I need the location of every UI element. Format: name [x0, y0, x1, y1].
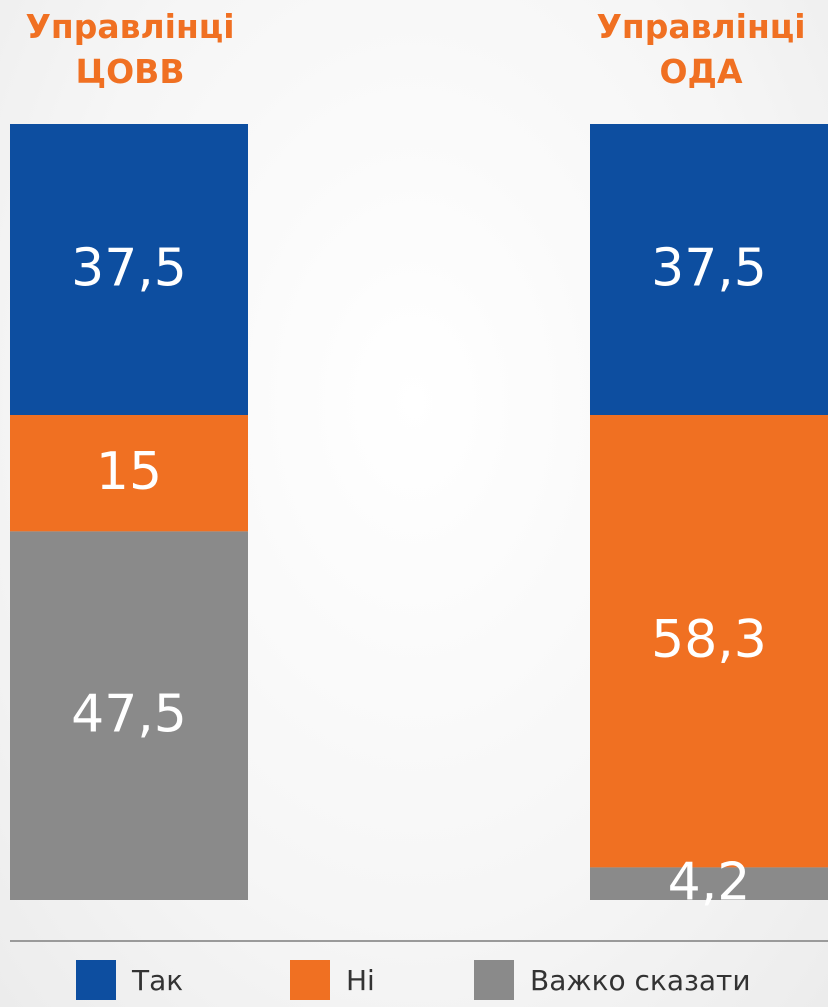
category-title-tsovv: Управлінці ЦОВВ: [0, 4, 260, 94]
legend-label-yes: Так: [132, 963, 184, 997]
data-label-oda-hard-to-say: 4,2: [668, 853, 751, 913]
bar-segment-tsovv-no: [10, 415, 248, 532]
legend-divider: [10, 940, 828, 942]
legend-item-yes: Так: [76, 960, 183, 1000]
category-title-line: ЦОВВ: [75, 52, 185, 91]
legend-swatch-yes: [76, 960, 116, 1000]
data-label-tsovv-no: 15: [96, 442, 162, 502]
legend-swatch-no: [290, 960, 330, 1000]
legend-item-no: Ні: [290, 960, 375, 1000]
data-label-tsovv-hard-to-say: 47,5: [71, 685, 187, 745]
legend: Так Ні Важко сказати: [0, 960, 828, 1005]
category-title-oda: Управлінці ОДА: [571, 4, 828, 94]
category-title-line: Управлінці: [25, 7, 235, 46]
legend-item-hard-to-say: Важко сказати: [474, 960, 751, 1000]
data-label-tsovv-yes: 37,5: [71, 239, 187, 299]
bar-segment-oda-hard-to-say: [590, 867, 828, 900]
bar-segment-oda-no: [590, 415, 828, 868]
data-label-oda-no: 58,3: [651, 610, 767, 670]
bar-segment-tsovv-yes: [10, 124, 248, 415]
data-label-oda-yes: 37,5: [651, 239, 767, 299]
category-title-line: ОДА: [659, 52, 743, 91]
bar-segment-oda-yes: [590, 124, 828, 415]
category-title-line: Управлінці: [596, 7, 806, 46]
legend-label-hard-to-say: Важко сказати: [530, 963, 751, 997]
bar-segment-tsovv-hard-to-say: [10, 531, 248, 900]
legend-swatch-hard-to-say: [474, 960, 514, 1000]
legend-label-no: Ні: [346, 963, 375, 997]
